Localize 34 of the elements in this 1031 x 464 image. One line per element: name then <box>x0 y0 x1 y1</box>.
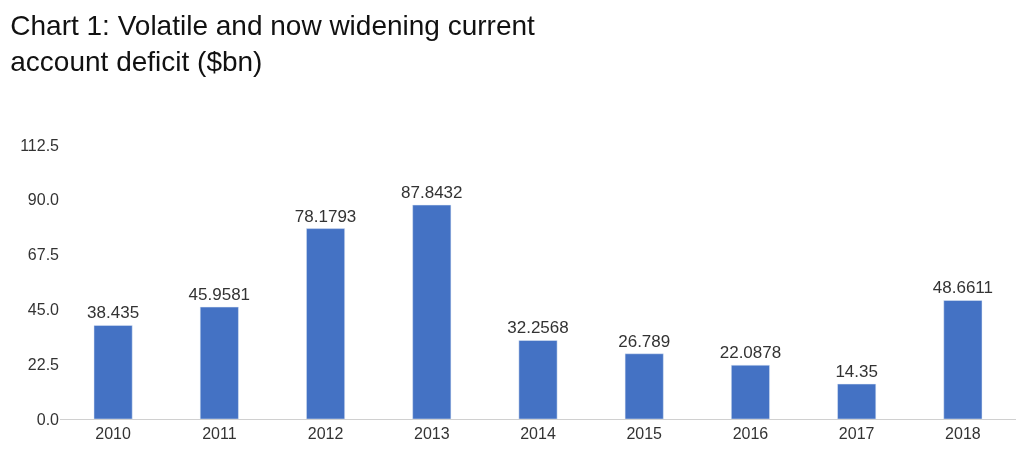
y-tick-label: 45.0 <box>27 301 60 318</box>
x-tick-label: 2016 <box>732 425 769 443</box>
bar <box>412 204 452 419</box>
x-tick-label: 2012 <box>307 425 344 443</box>
y-tick-label: 112.5 <box>20 136 60 154</box>
x-tick-label: 2015 <box>626 425 663 443</box>
y-tick-label: 22.5 <box>27 355 60 373</box>
x-tick-label: 2011 <box>202 425 237 443</box>
data-label: 22.0878 <box>719 343 782 363</box>
bar <box>731 364 770 419</box>
bar <box>624 353 664 419</box>
data-label: 14.35 <box>835 362 878 382</box>
y-tick-label: 0.0 <box>36 410 60 428</box>
data-label: 78.1793 <box>294 206 357 226</box>
bar <box>306 228 345 419</box>
y-tick-label: 90.0 <box>27 191 60 209</box>
data-label: 38.435 <box>87 303 140 323</box>
bar <box>837 383 877 419</box>
x-tick-label: 2014 <box>520 425 556 443</box>
data-label: 45.9581 <box>188 285 251 305</box>
chart-title: Chart 1: Volatile and now widening current account deficit ($bn) <box>10 9 536 78</box>
data-label: 87.8432 <box>401 183 463 203</box>
x-tick-label: 2017 <box>838 425 875 443</box>
data-label: 48.6611 <box>932 278 993 298</box>
y-tick-label: 67.5 <box>27 246 60 264</box>
x-tick-label: 2013 <box>413 425 450 443</box>
data-label: 26.789 <box>618 331 671 351</box>
bar <box>93 325 133 419</box>
bar <box>199 306 239 419</box>
x-tick-label: 2010 <box>95 425 132 443</box>
bar <box>943 300 983 419</box>
bar <box>518 340 558 419</box>
data-label: 32.2568 <box>507 318 569 338</box>
x-tick-label: 2018 <box>945 425 981 443</box>
